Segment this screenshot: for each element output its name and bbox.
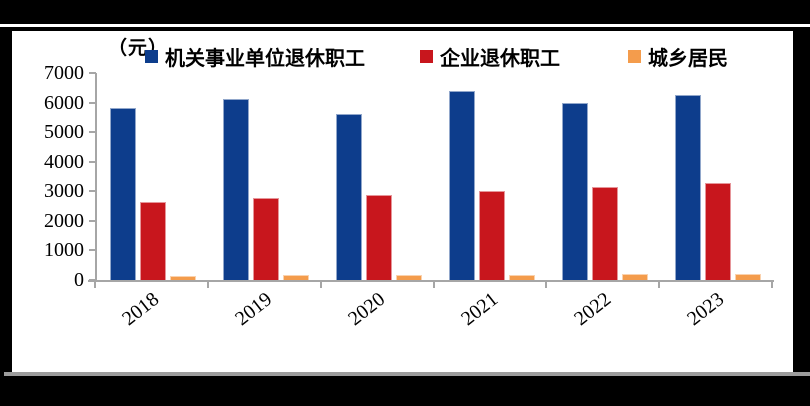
legend-label: 企业退休职工 bbox=[440, 45, 560, 70]
bar bbox=[561, 102, 588, 280]
legend-label: 机关事业单位退休职工 bbox=[165, 45, 365, 70]
bar bbox=[478, 190, 505, 280]
y-tick-mark bbox=[89, 101, 96, 104]
y-tick-mark bbox=[89, 72, 96, 74]
y-tick-mark bbox=[89, 131, 96, 134]
bar bbox=[336, 113, 363, 280]
bar-group-2018 bbox=[97, 73, 210, 280]
x-tick-mark bbox=[771, 282, 773, 288]
y-tick-label: 2000 bbox=[44, 209, 84, 232]
y-tick-label: 0 bbox=[74, 269, 84, 291]
bar bbox=[734, 273, 761, 280]
y-axis: 0 1000 2000 3000 4000 5000 6000 7000 bbox=[12, 31, 84, 372]
bar bbox=[170, 275, 197, 280]
y-tick-label: 1000 bbox=[44, 239, 84, 262]
y-tick-mark bbox=[89, 249, 96, 252]
bar-group-2021 bbox=[436, 73, 549, 280]
bar bbox=[591, 187, 618, 280]
x-tick-label-2020: 2020 bbox=[344, 288, 390, 331]
legend-item-enterprise-retirees: 企业退休职工 bbox=[420, 43, 560, 70]
bar bbox=[674, 95, 701, 280]
bar bbox=[704, 183, 731, 280]
bar bbox=[283, 275, 310, 280]
x-tick-label-2023: 2023 bbox=[682, 288, 728, 331]
legend-label: 城乡居民 bbox=[648, 45, 728, 70]
x-tick-label-2019: 2019 bbox=[231, 288, 277, 331]
bar bbox=[621, 274, 648, 280]
pension-bar-chart-plot-area bbox=[95, 73, 774, 280]
y-tick-label: 7000 bbox=[44, 62, 84, 84]
bar bbox=[140, 201, 167, 280]
legend-item-rural-urban-residents: 城乡居民 bbox=[628, 43, 728, 70]
bar bbox=[223, 99, 250, 280]
top-divider-rule bbox=[0, 24, 810, 27]
x-tick-mark bbox=[319, 282, 322, 288]
y-tick-mark bbox=[89, 190, 96, 193]
bar-group-2019 bbox=[210, 73, 323, 280]
y-tick-mark bbox=[89, 279, 96, 281]
x-tick-mark bbox=[545, 282, 548, 288]
y-tick-label: 6000 bbox=[44, 91, 84, 114]
legend-item-government-retirees: 机关事业单位退休职工 bbox=[145, 43, 365, 70]
bar bbox=[448, 90, 475, 280]
chart-panel: （元） 机关事业单位退休职工 企业退休职工 城乡居民 0 1000 2000 3000… bbox=[12, 31, 793, 372]
x-axis-line bbox=[88, 280, 774, 282]
bottom-divider-rule bbox=[4, 372, 810, 376]
x-tick-label-2018: 2018 bbox=[118, 288, 164, 331]
y-tick-label: 3000 bbox=[44, 180, 84, 203]
x-tick-mark bbox=[94, 282, 96, 288]
x-tick-mark bbox=[432, 282, 435, 288]
legend-swatch-orange bbox=[628, 49, 641, 63]
chart-legend: 机关事业单位退休职工 企业退休职工 城乡居民 bbox=[12, 43, 793, 70]
y-tick-mark bbox=[89, 219, 96, 222]
x-axis-labels: 2018 2019 2020 2021 2022 2023 bbox=[95, 284, 772, 354]
legend-swatch-blue bbox=[145, 49, 158, 63]
x-tick-label-2021: 2021 bbox=[457, 288, 503, 331]
bar bbox=[396, 274, 423, 280]
bar-group-2020 bbox=[323, 73, 436, 280]
x-tick-label-2022: 2022 bbox=[569, 288, 615, 331]
bar bbox=[110, 108, 137, 280]
y-tick-label: 4000 bbox=[44, 150, 84, 173]
bar bbox=[366, 194, 393, 280]
legend-swatch-red bbox=[420, 49, 433, 63]
bar bbox=[253, 198, 280, 280]
x-tick-mark bbox=[658, 282, 661, 288]
y-tick-mark bbox=[89, 160, 96, 163]
y-tick-label: 5000 bbox=[44, 121, 84, 144]
bar-group-2023 bbox=[661, 73, 774, 280]
x-tick-mark bbox=[206, 282, 209, 288]
bar bbox=[508, 274, 535, 280]
bar-group-2022 bbox=[548, 73, 661, 280]
